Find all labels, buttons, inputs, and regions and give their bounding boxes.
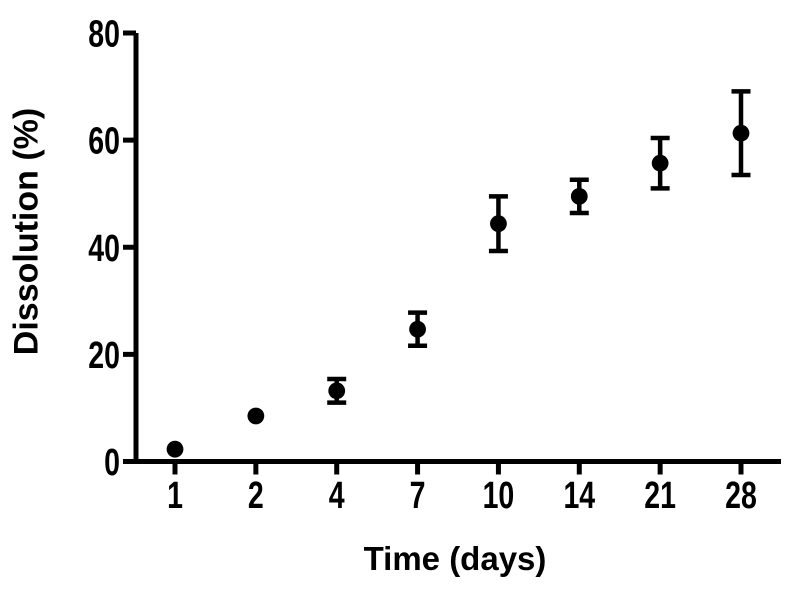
x-tick-label: 1	[167, 475, 183, 517]
y-tick-label: 40	[88, 228, 120, 270]
x-tick-label: 21	[644, 475, 676, 517]
y-tick-label: 20	[88, 335, 120, 377]
y-axis-title: Dissolution (%)	[7, 107, 46, 356]
x-tick-label: 4	[329, 475, 345, 517]
x-tick-label: 10	[483, 475, 515, 517]
data-point	[166, 440, 184, 458]
y-tick-label: 60	[88, 121, 120, 163]
x-axis-title: Time (days)	[363, 540, 547, 577]
x-tick-label: 28	[725, 475, 757, 517]
data-point	[651, 154, 669, 172]
y-tick-label: 80	[88, 14, 120, 56]
data-point	[732, 124, 750, 142]
y-tick-label: 0	[104, 442, 120, 484]
data-point	[247, 407, 265, 425]
data-point	[409, 320, 426, 338]
data-point	[328, 382, 346, 400]
data-point	[570, 187, 588, 205]
x-tick-label: 7	[410, 475, 426, 517]
x-tick-label: 2	[248, 475, 264, 517]
x-tick-label: 14	[563, 475, 595, 517]
data-point	[490, 215, 507, 233]
